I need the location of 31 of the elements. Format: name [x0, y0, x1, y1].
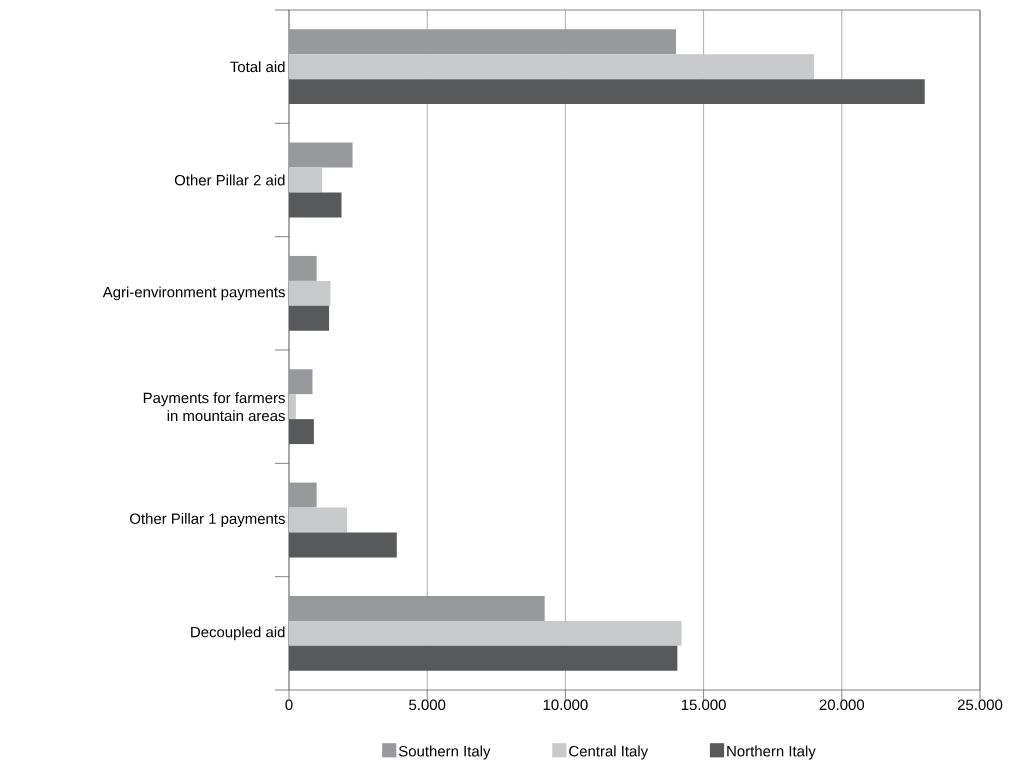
- y-tick-label: Payments for farmers in mountain areas: [143, 392, 285, 422]
- bar: [289, 54, 815, 80]
- bar: [289, 305, 330, 331]
- x-tick-label: 0: [285, 699, 293, 711]
- y-tick-label: Agri-environment payments: [102, 286, 285, 301]
- bar: [289, 620, 682, 646]
- bar: [289, 645, 678, 671]
- bar: [289, 280, 331, 306]
- bar: [289, 255, 317, 281]
- legend-label: Southern Italy: [398, 745, 491, 760]
- x-tick-label: 5.000: [409, 699, 446, 711]
- y-tick-label: Total aid: [230, 61, 285, 73]
- x-tick-label: 15.000: [681, 699, 726, 711]
- bar: [289, 79, 925, 105]
- x-tick-label: 25.000: [957, 699, 1003, 711]
- y-tick-label: Other Pillar 1 payments: [130, 513, 285, 527]
- bar: [289, 394, 296, 420]
- bar: [289, 507, 348, 533]
- x-tick-label: 10.000: [543, 699, 588, 711]
- y-tick-label: Other Pillar 2 aid: [174, 174, 285, 186]
- bar: [289, 482, 317, 508]
- legend-label: Central Italy: [569, 745, 649, 760]
- x-tick-label: 20.000: [819, 699, 865, 711]
- legend-label: Northern Italy: [727, 745, 816, 760]
- bar: [289, 142, 353, 168]
- bar: [289, 532, 397, 558]
- bar: [289, 419, 314, 445]
- bar: [289, 192, 342, 218]
- bar: [289, 167, 323, 193]
- y-tick-label: Decoupled aid: [191, 626, 285, 641]
- bar: [289, 369, 313, 395]
